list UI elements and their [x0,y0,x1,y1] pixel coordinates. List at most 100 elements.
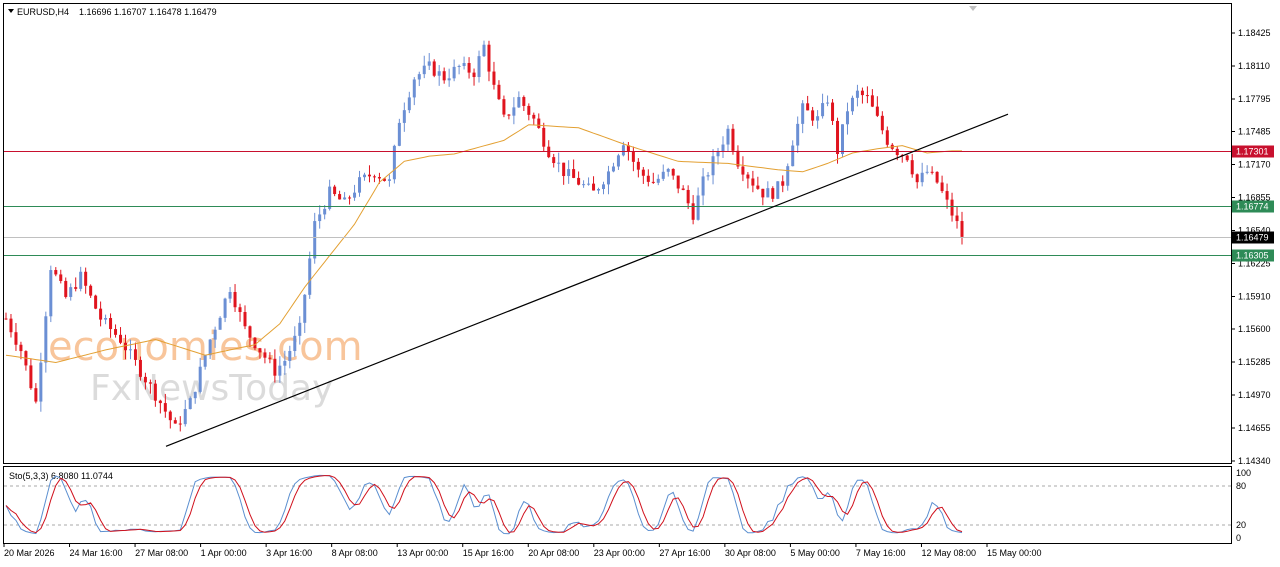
candle-body [691,203,695,220]
candle-body [124,342,127,351]
candle-body [821,103,825,117]
candle-body [308,258,312,295]
chart-ohlc: 1.16696 1.16707 1.16478 1.16479 [79,7,217,17]
candle-body [138,359,142,377]
candle-body [4,318,8,320]
candle-body [74,287,78,289]
level-price-tag [1232,249,1274,262]
candle-body [39,362,43,402]
candle-body [497,84,501,100]
candle-body [203,355,207,367]
candle-body [656,178,660,183]
candle-body [636,161,640,170]
candle-body [577,177,581,185]
candle-body [621,145,625,156]
candle-body [537,118,541,128]
candle-body [318,214,322,222]
candle-body [353,192,357,198]
candle-body [522,97,526,106]
candle-body [731,128,735,151]
candle-body [666,168,670,172]
candle-body [587,183,591,185]
time-tick-label: 24 Mar 16:00 [70,548,123,558]
candle-body [910,160,914,175]
level-price-tag [1232,145,1274,158]
stochastic-level-label: 80 [1236,481,1246,491]
candle-body [716,151,720,157]
candle-body [816,116,820,121]
candle-body [84,271,88,286]
trendline[interactable] [165,113,1009,447]
stochastic-pane-frame [3,466,1232,544]
candle-body [452,66,456,79]
candle-body [602,184,605,189]
candle-body [248,326,252,338]
price-tick-label: 1.17170 [1238,159,1271,169]
candle-body [298,322,302,336]
candle-body [527,105,531,115]
price-tick-label: 1.17795 [1238,94,1271,104]
candle-body [377,177,381,179]
candle-body [831,102,835,121]
trendline-line[interactable] [165,113,1009,447]
candle-body [193,391,197,399]
candle-body [183,409,187,425]
candle-body [397,122,401,146]
time-tick-label: 13 Apr 00:00 [397,548,448,558]
candle-body [188,398,192,410]
candle-body [228,291,232,299]
candle-body [477,56,481,78]
pane-scroll-triangle-icon[interactable] [969,6,977,11]
price-tick-label: 1.16855 [1238,192,1271,202]
candle-body [372,176,376,178]
candle-body [756,185,760,189]
candle-body [427,61,431,66]
price-tick-label: 1.15600 [1238,324,1271,334]
stochastic-levels: 100 80 20 0 [4,468,1251,543]
time-tick-label: 3 Apr 16:00 [266,548,312,558]
level-price-label: 1.16774 [1236,202,1269,212]
candle-body [721,144,725,152]
candle-body [34,388,38,402]
candle-body [382,178,386,181]
time-tick-label: 23 Apr 00:00 [594,548,645,558]
candle-body [278,365,282,376]
stochastic-level-label: 0 [1236,533,1241,543]
time-tick-label: 12 May 08:00 [921,548,976,558]
candle-body [905,155,909,161]
candle-body [253,337,257,349]
candle-body [198,366,202,392]
candle-body [562,162,566,177]
candle-body [233,291,237,308]
candle-body [930,171,934,173]
candle-body [158,400,162,404]
candle-body [104,318,108,320]
candle-body [218,317,222,330]
candle-body [14,332,18,345]
candle-body [163,403,167,412]
horizontal-levels[interactable]: 1.17301 1.16774 1.16479 1.16305 [4,145,1274,262]
candle-body [128,349,132,351]
candle-body [671,168,675,176]
chart-menu-triangle-icon[interactable] [8,9,14,13]
candle-body [836,120,840,155]
candle-body [517,97,521,108]
candle-body [826,102,830,104]
candle-body [223,298,227,318]
candle-body [751,178,755,186]
candle-body [19,344,23,352]
candle-body [472,72,476,78]
candle-body [467,62,471,73]
candle-body [811,110,815,121]
candle-body [631,151,635,162]
candle-body [661,171,665,179]
candle-body [875,106,879,116]
price-pane-frame [3,3,1232,464]
candle-body [641,169,645,176]
candle-body [920,172,924,183]
candle-body [119,334,123,343]
price-tick-label: 1.15910 [1238,292,1271,302]
candle-body [616,155,620,167]
candle-body [148,382,152,384]
